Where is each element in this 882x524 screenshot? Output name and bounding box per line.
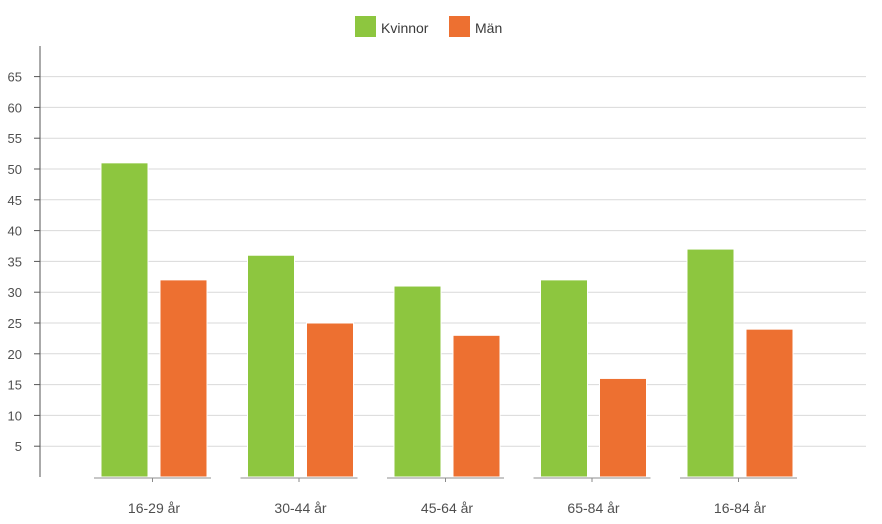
bar-man[interactable] bbox=[452, 334, 501, 478]
bar-kvinnor[interactable] bbox=[686, 248, 735, 478]
x-tick-label: 45-64 år bbox=[421, 500, 473, 516]
x-tick-label: 16-84 år bbox=[714, 500, 766, 516]
legend-swatch-kvinnor bbox=[355, 16, 376, 37]
legend-item-man[interactable]: Män bbox=[449, 16, 502, 37]
bar-kvinnor[interactable] bbox=[393, 285, 442, 478]
y-tick-label: 45 bbox=[8, 193, 22, 208]
bar-man[interactable] bbox=[159, 279, 208, 478]
x-tick-label: 30-44 år bbox=[274, 500, 326, 516]
bar-man[interactable] bbox=[745, 328, 794, 478]
y-tick-label: 55 bbox=[8, 131, 22, 146]
legend: Kvinnor Män bbox=[355, 16, 502, 37]
y-tick-label: 30 bbox=[8, 285, 22, 300]
y-tick-label: 65 bbox=[8, 70, 22, 85]
y-tick-label: 20 bbox=[8, 347, 22, 362]
y-tick-label: 35 bbox=[8, 254, 22, 269]
y-tick-label: 10 bbox=[8, 408, 22, 423]
labels-layer: 5 10 15 20 25 30 35 40 45 50 55 60 65 16-29 år 30-44 å… bbox=[8, 70, 767, 516]
bars-layer bbox=[100, 162, 794, 478]
axes-layer bbox=[34, 46, 797, 482]
legend-label-man: Män bbox=[475, 20, 502, 36]
y-tick-label: 40 bbox=[8, 224, 22, 239]
y-tick-label: 60 bbox=[8, 100, 22, 115]
y-tick-label: 50 bbox=[8, 162, 22, 177]
x-tick-label: 16-29 år bbox=[128, 500, 180, 516]
bar-kvinnor[interactable] bbox=[540, 279, 588, 478]
bar-man[interactable] bbox=[306, 322, 354, 478]
y-tick-label: 15 bbox=[8, 378, 22, 393]
legend-item-kvinnor[interactable]: Kvinnor bbox=[355, 16, 429, 37]
bar-kvinnor[interactable] bbox=[100, 162, 149, 478]
legend-label-kvinnor: Kvinnor bbox=[381, 20, 429, 36]
bar-man[interactable] bbox=[599, 377, 647, 478]
x-tick-label: 65-84 år bbox=[567, 500, 619, 516]
bar-kvinnor[interactable] bbox=[247, 254, 295, 478]
y-tick-label: 5 bbox=[15, 439, 22, 454]
y-tick-label: 25 bbox=[8, 316, 22, 331]
legend-swatch-man bbox=[449, 16, 470, 37]
